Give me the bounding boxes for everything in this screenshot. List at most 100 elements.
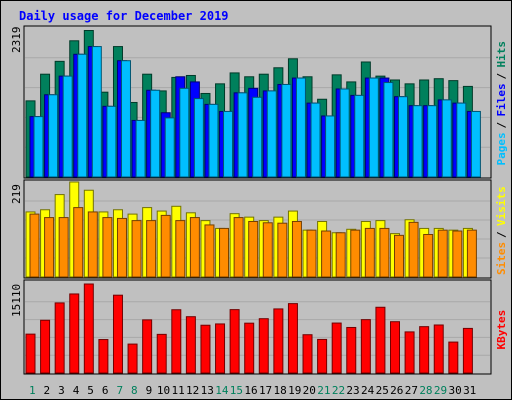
x-tick-label-day-24: 24 [361, 384, 375, 397]
bar-kbytes-day-3: KBytes: 11900 [54, 302, 65, 374]
bar-sites-day-12: Sites: 137 [189, 217, 200, 278]
bar-sites-day-21: Sites: 106 [321, 230, 332, 278]
bar-pages-day-20: Pages: 1150 [310, 102, 321, 178]
bars-layer: Hits: 1185Hits: 1600Hits: 1800Hits: 2120… [25, 30, 481, 374]
bar-pages-day-12: Pages: 1220 [193, 98, 204, 178]
bar-kbytes-day-22: KBytes: 8480 [331, 322, 342, 374]
bar-sites-day-31: Sites: 108 [466, 229, 477, 278]
side-label-separator: / [495, 73, 508, 80]
bar-pages-day-1: Pages: 940 [33, 116, 44, 178]
bar-sites-day-11: Sites: 130 [175, 220, 186, 278]
bar-sites-day-14: Sites: 112 [219, 227, 230, 278]
bar-pages-day-27: Pages: 1110 [412, 105, 423, 178]
bar-kbytes-day-31: KBytes: 7570 [462, 327, 473, 374]
bar-kbytes-day-1: KBytes: 6600 [25, 333, 36, 374]
bar-pages-day-18: Pages: 1440 [281, 83, 292, 178]
x-tick-label-day-1: 1 [29, 384, 36, 397]
bar-kbytes-day-9: KBytes: 9020 [142, 319, 153, 374]
bar-pages-day-4: Pages: 1910 [77, 53, 88, 178]
bar-pages-day-2: Pages: 1280 [48, 94, 59, 178]
bar-kbytes-day-11: KBytes: 10740 [171, 309, 182, 374]
bar-kbytes-day-14: KBytes: 8330 [215, 323, 226, 374]
bar-sites-day-19: Sites: 128 [291, 220, 302, 278]
x-tick-label-day-12: 12 [186, 384, 199, 397]
bar-pages-day-31: Pages: 1020 [470, 110, 481, 178]
x-tick-label-day-30: 30 [448, 384, 461, 397]
bar-pages-day-3: Pages: 1570 [62, 75, 73, 178]
bar-sites-day-10: Sites: 142 [160, 214, 171, 278]
bar-sites-day-6: Sites: 137 [102, 217, 113, 278]
bar-pages-day-16: Pages: 1240 [252, 96, 263, 178]
bar-sites-day-23: Sites: 108 [350, 229, 361, 278]
bar-kbytes-day-7: KBytes: 13210 [112, 294, 123, 374]
bar-sites-day-30: Sites: 106 [452, 230, 463, 278]
bar-kbytes-day-13: KBytes: 8110 [200, 324, 211, 374]
bar-kbytes-day-2: KBytes: 8950 [40, 319, 51, 374]
bar-pages-day-11: Pages: 1380 [179, 87, 190, 178]
bar-pages-day-25: Pages: 1470 [383, 82, 394, 178]
bar-sites-day-29: Sites: 108 [437, 229, 448, 278]
bar-kbytes-day-29: KBytes: 8150 [433, 324, 444, 374]
side-label-sites: Sites [495, 242, 508, 275]
bar-kbytes-day-20: KBytes: 6500 [302, 334, 313, 374]
kbytes-max-label: 15110 [10, 284, 23, 317]
bar-kbytes-day-18: KBytes: 10880 [273, 308, 284, 374]
bar-pages-day-8: Pages: 880 [135, 119, 146, 178]
bar-sites-day-7: Sites: 135 [116, 217, 127, 278]
bar-pages-day-26: Pages: 1250 [398, 96, 408, 178]
bar-sites-day-1: Sites: 145 [29, 213, 40, 278]
bar-pages-day-19: Pages: 1540 [295, 77, 306, 178]
x-tick-label-day-3: 3 [58, 384, 65, 397]
bar-pages-day-17: Pages: 1340 [266, 90, 277, 178]
bar-sites-day-26: Sites: 96 [394, 234, 404, 278]
x-tick-label-day-10: 10 [157, 384, 170, 397]
x-tick-label-day-14: 14 [215, 384, 229, 397]
bar-pages-day-24: Pages: 1540 [368, 77, 379, 178]
bar-sites-day-28: Sites: 98 [423, 233, 434, 278]
side-labels-visits: Sites / Visits [495, 186, 508, 275]
bar-sites-day-4: Sites: 160 [73, 207, 84, 278]
side-label-separator: / [495, 122, 508, 129]
x-tick-label-day-29: 29 [434, 384, 447, 397]
bar-sites-day-16: Sites: 128 [248, 220, 259, 278]
side-label-pages: Pages [495, 132, 508, 165]
x-tick-label-day-6: 6 [102, 384, 109, 397]
side-label-visits: Visits [495, 186, 508, 226]
bar-sites-day-27: Sites: 126 [408, 221, 419, 278]
bar-sites-day-9: Sites: 130 [146, 220, 157, 278]
bar-pages-day-5: Pages: 2030 [91, 46, 102, 178]
x-tick-label-day-5: 5 [87, 384, 94, 397]
bar-kbytes-day-30: KBytes: 5250 [448, 341, 459, 374]
chart-title: Daily usage for December 2019 [19, 9, 229, 23]
x-tick-label-day-4: 4 [73, 384, 80, 397]
bar-pages-day-13: Pages: 1130 [208, 103, 219, 178]
x-tick-label-day-23: 23 [346, 384, 359, 397]
x-tick-label-day-13: 13 [201, 384, 214, 397]
x-tick-label-day-7: 7 [116, 384, 123, 397]
bar-pages-day-28: Pages: 1110 [427, 105, 438, 178]
bar-pages-day-29: Pages: 1200 [441, 99, 452, 178]
x-tick-label-day-21: 21 [317, 384, 330, 397]
bar-sites-day-5: Sites: 150 [87, 211, 98, 278]
x-tick-label-day-20: 20 [303, 384, 316, 397]
bar-kbytes-day-16: KBytes: 8460 [244, 322, 255, 374]
side-label-files: Files [495, 83, 508, 116]
bar-sites-day-25: Sites: 112 [379, 227, 390, 278]
bar-sites-day-13: Sites: 120 [204, 224, 215, 278]
bar-kbytes-day-28: KBytes: 7870 [419, 326, 430, 374]
bar-kbytes-day-8: KBytes: 4910 [127, 343, 138, 374]
bar-kbytes-day-19: KBytes: 11780 [287, 303, 298, 374]
bar-pages-day-6: Pages: 1100 [106, 105, 117, 178]
x-tick-label-day-28: 28 [419, 384, 432, 397]
side-label-hits: Hits [495, 41, 508, 68]
x-tick-label-day-16: 16 [244, 384, 257, 397]
bar-kbytes-day-5: KBytes: 15110 [83, 283, 94, 374]
bar-pages-day-14: Pages: 1020 [223, 110, 234, 178]
bar-kbytes-day-17: KBytes: 9220 [258, 318, 269, 374]
bar-sites-day-2: Sites: 137 [44, 217, 55, 278]
x-tick-label-day-31: 31 [463, 384, 476, 397]
x-tick-label-day-9: 9 [146, 384, 153, 397]
x-tick-label-day-18: 18 [274, 384, 287, 397]
